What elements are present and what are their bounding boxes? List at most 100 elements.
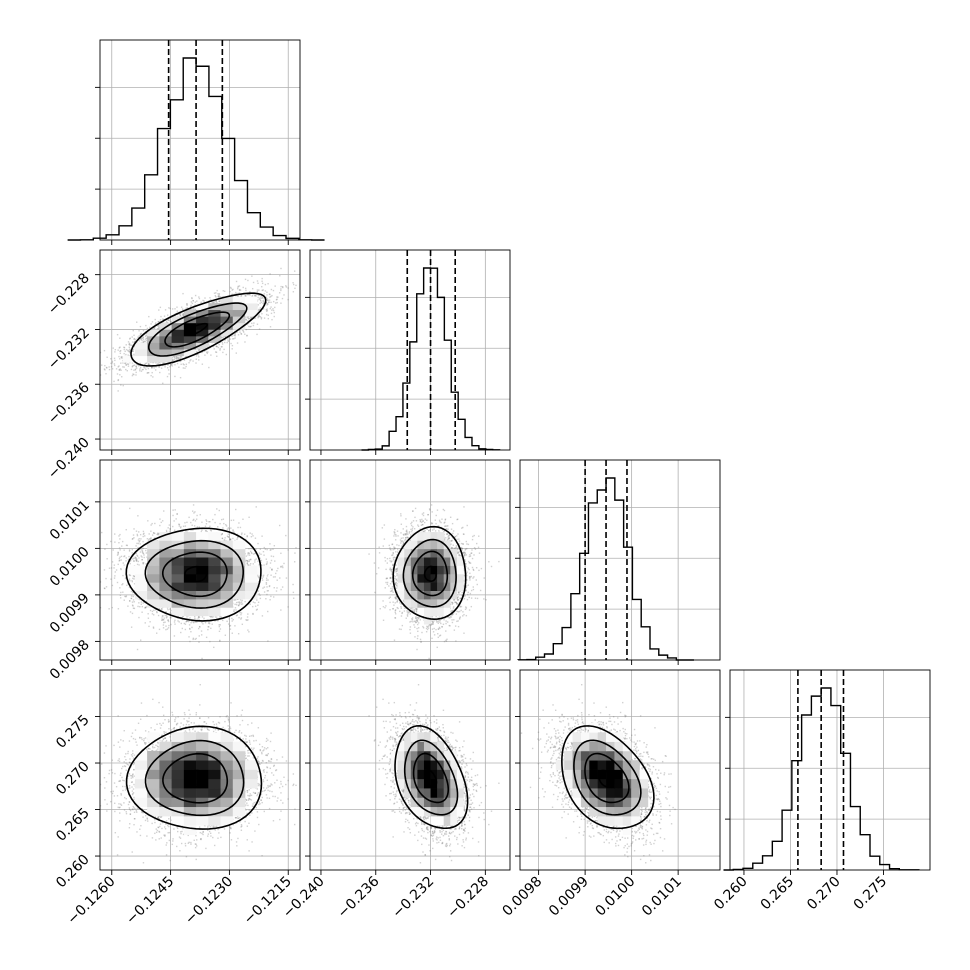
sample-point: [158, 327, 161, 330]
sample-point: [110, 366, 113, 368]
sample-point: [179, 360, 182, 363]
sample-point: [242, 330, 244, 332]
sample-point: [220, 337, 222, 339]
sample-point: [128, 351, 131, 353]
sample-point: [247, 317, 249, 319]
sample-point: [118, 369, 120, 371]
sample-point: [222, 351, 224, 354]
sample-point: [244, 278, 247, 281]
sample-point: [134, 339, 137, 341]
sample-point: [166, 366, 169, 369]
sample-point: [179, 314, 181, 317]
sample-point: [145, 339, 148, 342]
sample-point: [133, 373, 135, 376]
sample-point: [266, 304, 268, 306]
sample-point: [141, 339, 143, 342]
sample-point: [147, 367, 150, 370]
sample-point: [306, 260, 307, 261]
sample-point: [193, 305, 195, 307]
sample-point: [167, 319, 169, 321]
sample-point: [155, 366, 157, 368]
sample-point: [280, 267, 282, 270]
sample-point: [266, 291, 268, 294]
sample-point: [176, 358, 178, 360]
sample-point: [139, 362, 141, 365]
sample-point: [190, 308, 192, 311]
sample-point: [247, 318, 250, 320]
sample-point: [265, 302, 268, 304]
sample-point: [198, 349, 200, 352]
sample-point: [250, 317, 253, 320]
sample-point: [105, 366, 108, 369]
sample-point: [153, 367, 155, 369]
sample-point: [218, 295, 220, 297]
sample-point: [180, 356, 183, 358]
sample-point: [93, 380, 94, 381]
sample-point: [246, 334, 248, 337]
sample-point: [244, 341, 246, 343]
sample-point: [105, 373, 107, 375]
sample-point: [147, 372, 149, 374]
sample-point: [252, 324, 255, 327]
sample-point: [218, 292, 221, 295]
sample-point: [246, 323, 248, 326]
sample-point: [164, 309, 167, 311]
sample-point: [143, 363, 145, 366]
sample-point: [167, 319, 170, 321]
sample-point: [195, 362, 197, 364]
sample-point: [145, 368, 147, 371]
sample-point: [227, 339, 229, 341]
sample-point: [198, 348, 201, 351]
sample-point: [141, 368, 144, 371]
sample-point: [146, 366, 148, 368]
sample-point: [256, 299, 259, 301]
sample-point: [132, 348, 135, 350]
sample-point: [157, 324, 160, 326]
sample-point: [257, 296, 259, 299]
sample-point: [122, 384, 124, 387]
sample-point: [145, 332, 148, 335]
sample-point: [225, 336, 227, 338]
sample-point: [132, 341, 134, 343]
sample-point: [170, 364, 173, 366]
sample-point: [251, 322, 253, 325]
sample-point: [196, 300, 198, 302]
sample-point: [144, 335, 147, 338]
sample-point: [256, 289, 259, 291]
sample-point: [124, 362, 126, 365]
sample-point: [260, 316, 263, 319]
sample-point: [258, 308, 260, 311]
sample-point: [234, 333, 236, 336]
sample-point: [170, 364, 172, 366]
sample-point: [159, 371, 161, 374]
sample-point: [266, 298, 268, 300]
sample-point: [273, 315, 275, 318]
sample-point: [277, 296, 279, 298]
sample-point: [157, 328, 160, 330]
sample-point: [136, 338, 138, 340]
sample-point: [114, 364, 116, 367]
sample-point: [101, 364, 103, 366]
sample-point: [219, 349, 221, 351]
sample-point: [263, 317, 266, 319]
sample-point: [239, 289, 242, 291]
sample-point: [151, 367, 153, 369]
sample-point: [251, 275, 253, 277]
sample-point: [150, 374, 152, 377]
sample-point: [179, 358, 182, 360]
sample-point: [131, 362, 134, 364]
sample-point: [172, 359, 174, 362]
sample-point: [129, 350, 132, 352]
sample-point: [139, 333, 142, 335]
sample-point: [134, 341, 136, 343]
sample-point: [133, 334, 135, 336]
sample-point: [173, 357, 176, 359]
sample-point: [177, 356, 179, 359]
sample-point: [184, 367, 186, 369]
sample-point: [272, 309, 275, 312]
sample-point: [127, 349, 129, 352]
sample-point: [157, 328, 159, 331]
sample-point: [192, 360, 194, 362]
sample-point: [163, 318, 165, 321]
sample-point: [251, 317, 253, 319]
